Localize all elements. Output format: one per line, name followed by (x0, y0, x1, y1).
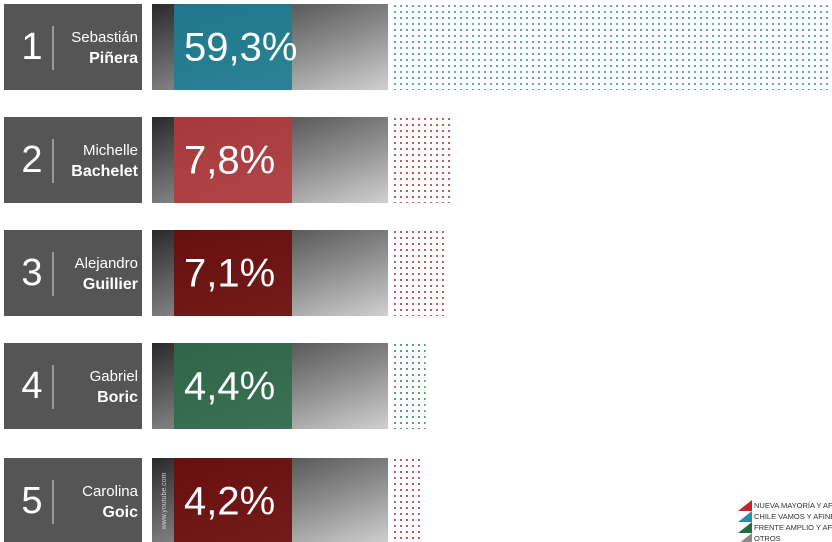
legend-label: OTROS (754, 534, 781, 542)
rank: 5 (21, 480, 42, 522)
value-label: 4,4% (184, 365, 275, 409)
first-name: Carolina (82, 483, 139, 500)
bar (393, 343, 426, 429)
name-box (4, 230, 142, 316)
legend-label: FRENTE AMPLIO Y AFINES (754, 523, 832, 532)
last-name: Boric (97, 389, 138, 406)
party-overlay (174, 4, 292, 90)
legend-swatch (740, 533, 752, 542)
legend-swatch (738, 522, 752, 533)
value-label: 59,3% (184, 26, 297, 70)
first-name: Alejandro (75, 255, 138, 272)
bar (393, 117, 451, 203)
bar (393, 458, 425, 542)
first-name: Michelle (83, 142, 138, 159)
value-label: 4,2% (184, 480, 275, 524)
name-box (4, 4, 142, 90)
legend-swatch (738, 511, 752, 522)
legend-label: NUEVA MAYORÍA Y AFINES (754, 501, 832, 510)
value-label: 7,1% (184, 252, 275, 296)
value-label: 7,8% (184, 139, 275, 183)
annotation: www.youtube.com (161, 472, 168, 530)
last-name: Goic (102, 504, 138, 521)
last-name: Guillier (83, 276, 138, 293)
bar (393, 230, 446, 316)
rank: 3 (21, 252, 42, 294)
name-box (4, 458, 142, 542)
name-box (4, 343, 142, 429)
party-overlay (174, 343, 292, 429)
last-name: Bachelet (71, 163, 138, 180)
party-overlay (174, 117, 292, 203)
legend-swatch (738, 500, 752, 511)
party-overlay (174, 230, 292, 316)
bar (393, 4, 832, 90)
rank: 4 (21, 365, 42, 407)
rank: 1 (21, 26, 42, 68)
name-box (4, 117, 142, 203)
rank: 2 (21, 139, 42, 181)
last-name: Piñera (89, 50, 138, 67)
party-overlay (174, 458, 292, 542)
legend-label: CHILE VAMOS Y AFINES (754, 512, 832, 521)
first-name: Sebastián (71, 29, 138, 46)
first-name: Gabriel (90, 368, 138, 385)
